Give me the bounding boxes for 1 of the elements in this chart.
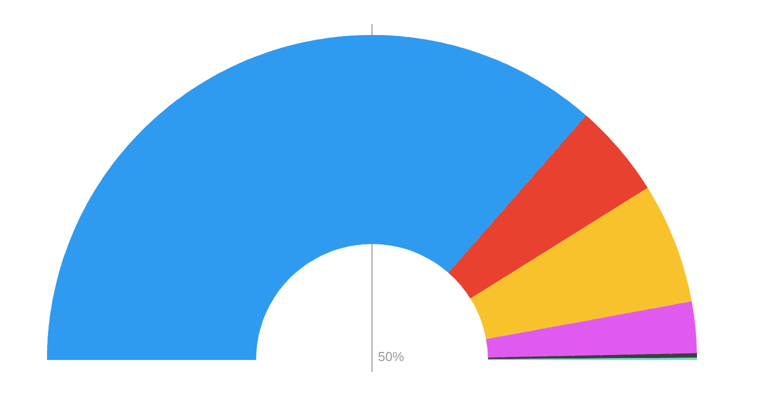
- text: 50%: [378, 349, 404, 364]
